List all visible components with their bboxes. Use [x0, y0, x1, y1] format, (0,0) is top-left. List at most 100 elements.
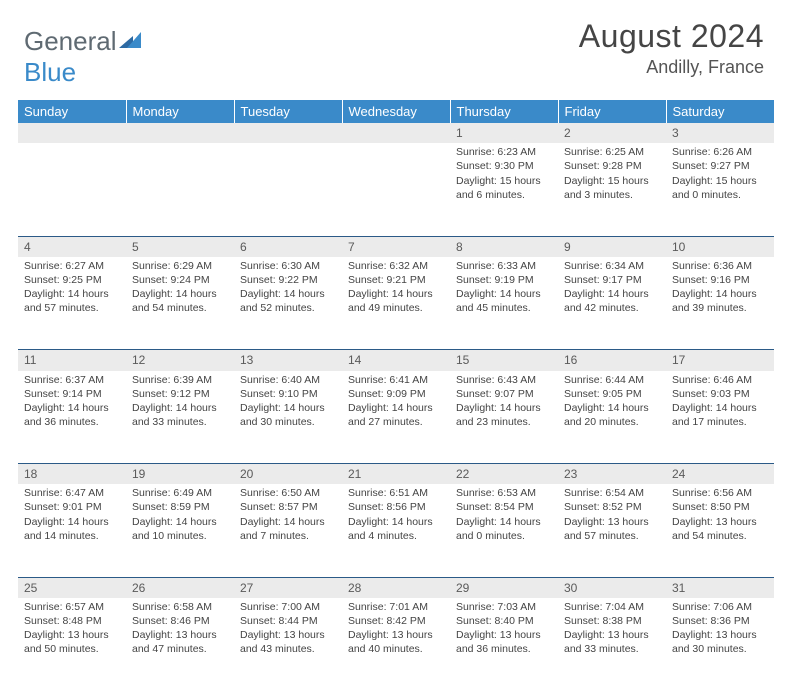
daylight-line: Daylight: 14 hours and 14 minutes.	[24, 515, 120, 543]
day-number-cell: 19	[126, 464, 234, 485]
daylight-line: Daylight: 13 hours and 47 minutes.	[132, 628, 228, 656]
logo-text: GeneralBlue	[24, 26, 143, 88]
sunrise-line: Sunrise: 6:26 AM	[672, 145, 768, 159]
day-number-cell: 17	[666, 350, 774, 371]
daylight-line: Daylight: 14 hours and 10 minutes.	[132, 515, 228, 543]
sunset-line: Sunset: 9:10 PM	[240, 387, 336, 401]
day-content-cell: Sunrise: 6:33 AMSunset: 9:19 PMDaylight:…	[450, 257, 558, 350]
day-number-cell: 13	[234, 350, 342, 371]
daylight-line: Daylight: 14 hours and 49 minutes.	[348, 287, 444, 315]
daylight-line: Daylight: 13 hours and 43 minutes.	[240, 628, 336, 656]
day-number-cell: 14	[342, 350, 450, 371]
day-content-cell: Sunrise: 6:46 AMSunset: 9:03 PMDaylight:…	[666, 371, 774, 464]
content-row: Sunrise: 6:37 AMSunset: 9:14 PMDaylight:…	[18, 371, 774, 464]
day-content-cell: Sunrise: 6:29 AMSunset: 9:24 PMDaylight:…	[126, 257, 234, 350]
sunrise-line: Sunrise: 6:54 AM	[564, 486, 660, 500]
day-number-cell: 29	[450, 577, 558, 598]
daylight-line: Daylight: 13 hours and 36 minutes.	[456, 628, 552, 656]
day-content-cell: Sunrise: 6:34 AMSunset: 9:17 PMDaylight:…	[558, 257, 666, 350]
weekday-header: Friday	[558, 100, 666, 123]
day-content-cell: Sunrise: 6:47 AMSunset: 9:01 PMDaylight:…	[18, 484, 126, 577]
day-number-cell: 4	[18, 236, 126, 257]
daylight-line: Daylight: 14 hours and 52 minutes.	[240, 287, 336, 315]
day-number-cell: 28	[342, 577, 450, 598]
sunrise-line: Sunrise: 6:33 AM	[456, 259, 552, 273]
daylight-line: Daylight: 14 hours and 30 minutes.	[240, 401, 336, 429]
sunset-line: Sunset: 8:44 PM	[240, 614, 336, 628]
sunset-line: Sunset: 9:16 PM	[672, 273, 768, 287]
daynum-row: 25262728293031	[18, 577, 774, 598]
daylight-line: Daylight: 15 hours and 6 minutes.	[456, 174, 552, 202]
daylight-line: Daylight: 13 hours and 57 minutes.	[564, 515, 660, 543]
day-number-cell	[126, 123, 234, 143]
day-number-cell: 8	[450, 236, 558, 257]
day-number-cell: 6	[234, 236, 342, 257]
sunrise-line: Sunrise: 6:44 AM	[564, 373, 660, 387]
weekday-header: Sunday	[18, 100, 126, 123]
sunset-line: Sunset: 8:42 PM	[348, 614, 444, 628]
sunset-line: Sunset: 9:22 PM	[240, 273, 336, 287]
sunrise-line: Sunrise: 6:56 AM	[672, 486, 768, 500]
day-number-cell: 22	[450, 464, 558, 485]
day-number-cell: 21	[342, 464, 450, 485]
daynum-row: 123	[18, 123, 774, 143]
sunset-line: Sunset: 9:05 PM	[564, 387, 660, 401]
calendar-body: 123Sunrise: 6:23 AMSunset: 9:30 PMDaylig…	[18, 123, 774, 691]
calendar-head: SundayMondayTuesdayWednesdayThursdayFrid…	[18, 100, 774, 123]
sunrise-line: Sunrise: 6:37 AM	[24, 373, 120, 387]
daylight-line: Daylight: 13 hours and 30 minutes.	[672, 628, 768, 656]
daylight-line: Daylight: 13 hours and 33 minutes.	[564, 628, 660, 656]
logo: GeneralBlue	[24, 26, 143, 88]
day-content-cell: Sunrise: 6:25 AMSunset: 9:28 PMDaylight:…	[558, 143, 666, 236]
content-row: Sunrise: 6:27 AMSunset: 9:25 PMDaylight:…	[18, 257, 774, 350]
sunrise-line: Sunrise: 6:29 AM	[132, 259, 228, 273]
sunset-line: Sunset: 9:27 PM	[672, 159, 768, 173]
day-content-cell: Sunrise: 6:30 AMSunset: 9:22 PMDaylight:…	[234, 257, 342, 350]
day-number-cell: 20	[234, 464, 342, 485]
content-row: Sunrise: 6:23 AMSunset: 9:30 PMDaylight:…	[18, 143, 774, 236]
logo-part2: Blue	[24, 57, 76, 87]
sunset-line: Sunset: 9:30 PM	[456, 159, 552, 173]
day-number-cell: 18	[18, 464, 126, 485]
day-content-cell: Sunrise: 6:51 AMSunset: 8:56 PMDaylight:…	[342, 484, 450, 577]
sunset-line: Sunset: 8:36 PM	[672, 614, 768, 628]
sunrise-line: Sunrise: 6:39 AM	[132, 373, 228, 387]
location: Andilly, France	[579, 57, 764, 78]
sunset-line: Sunset: 9:12 PM	[132, 387, 228, 401]
day-number-cell: 27	[234, 577, 342, 598]
header: GeneralBlue August 2024 Andilly, France	[0, 0, 792, 96]
sunset-line: Sunset: 8:54 PM	[456, 500, 552, 514]
day-number-cell: 2	[558, 123, 666, 143]
day-content-cell: Sunrise: 6:50 AMSunset: 8:57 PMDaylight:…	[234, 484, 342, 577]
sunrise-line: Sunrise: 6:23 AM	[456, 145, 552, 159]
sunset-line: Sunset: 9:21 PM	[348, 273, 444, 287]
weekday-header: Thursday	[450, 100, 558, 123]
daylight-line: Daylight: 14 hours and 7 minutes.	[240, 515, 336, 543]
daylight-line: Daylight: 14 hours and 42 minutes.	[564, 287, 660, 315]
day-content-cell: Sunrise: 6:40 AMSunset: 9:10 PMDaylight:…	[234, 371, 342, 464]
sunset-line: Sunset: 9:14 PM	[24, 387, 120, 401]
sunrise-line: Sunrise: 6:43 AM	[456, 373, 552, 387]
weekday-header: Wednesday	[342, 100, 450, 123]
sunset-line: Sunset: 8:38 PM	[564, 614, 660, 628]
weekday-header: Saturday	[666, 100, 774, 123]
sunset-line: Sunset: 9:28 PM	[564, 159, 660, 173]
day-content-cell: Sunrise: 6:27 AMSunset: 9:25 PMDaylight:…	[18, 257, 126, 350]
day-content-cell: Sunrise: 6:36 AMSunset: 9:16 PMDaylight:…	[666, 257, 774, 350]
daylight-line: Daylight: 14 hours and 57 minutes.	[24, 287, 120, 315]
day-content-cell: Sunrise: 6:32 AMSunset: 9:21 PMDaylight:…	[342, 257, 450, 350]
calendar-table: SundayMondayTuesdayWednesdayThursdayFrid…	[18, 100, 774, 691]
day-number-cell: 16	[558, 350, 666, 371]
day-number-cell: 5	[126, 236, 234, 257]
daylight-line: Daylight: 14 hours and 36 minutes.	[24, 401, 120, 429]
sunset-line: Sunset: 9:01 PM	[24, 500, 120, 514]
day-content-cell: Sunrise: 6:53 AMSunset: 8:54 PMDaylight:…	[450, 484, 558, 577]
daynum-row: 45678910	[18, 236, 774, 257]
sunset-line: Sunset: 8:59 PM	[132, 500, 228, 514]
day-number-cell	[234, 123, 342, 143]
sunrise-line: Sunrise: 6:46 AM	[672, 373, 768, 387]
day-content-cell: Sunrise: 6:26 AMSunset: 9:27 PMDaylight:…	[666, 143, 774, 236]
day-content-cell: Sunrise: 6:56 AMSunset: 8:50 PMDaylight:…	[666, 484, 774, 577]
day-content-cell	[234, 143, 342, 236]
day-number-cell: 11	[18, 350, 126, 371]
